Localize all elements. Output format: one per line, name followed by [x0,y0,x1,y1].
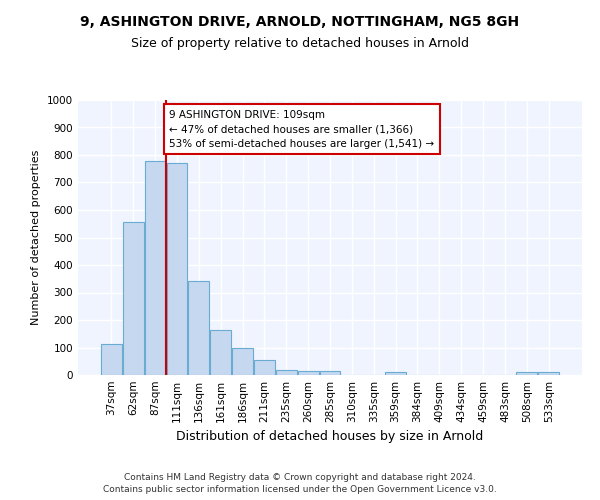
Bar [298,371,319,375]
Bar [123,222,143,375]
Text: 9, ASHINGTON DRIVE, ARNOLD, NOTTINGHAM, NG5 8GH: 9, ASHINGTON DRIVE, ARNOLD, NOTTINGHAM, … [80,15,520,29]
Text: 9 ASHINGTON DRIVE: 109sqm
← 47% of detached houses are smaller (1,366)
53% of se: 9 ASHINGTON DRIVE: 109sqm ← 47% of detac… [169,110,434,149]
Bar [232,348,253,375]
Bar [167,163,187,375]
Bar [101,344,122,375]
Bar [538,372,559,375]
Bar [188,280,209,375]
Y-axis label: Number of detached properties: Number of detached properties [31,150,41,325]
Bar [517,372,537,375]
Bar [254,360,275,375]
Bar [385,372,406,375]
Bar [210,330,231,375]
Text: Size of property relative to detached houses in Arnold: Size of property relative to detached ho… [131,38,469,51]
Text: Contains HM Land Registry data © Crown copyright and database right 2024.: Contains HM Land Registry data © Crown c… [124,472,476,482]
Text: Contains public sector information licensed under the Open Government Licence v3: Contains public sector information licen… [103,485,497,494]
X-axis label: Distribution of detached houses by size in Arnold: Distribution of detached houses by size … [176,430,484,444]
Bar [276,370,296,375]
Bar [145,161,166,375]
Bar [320,371,340,375]
